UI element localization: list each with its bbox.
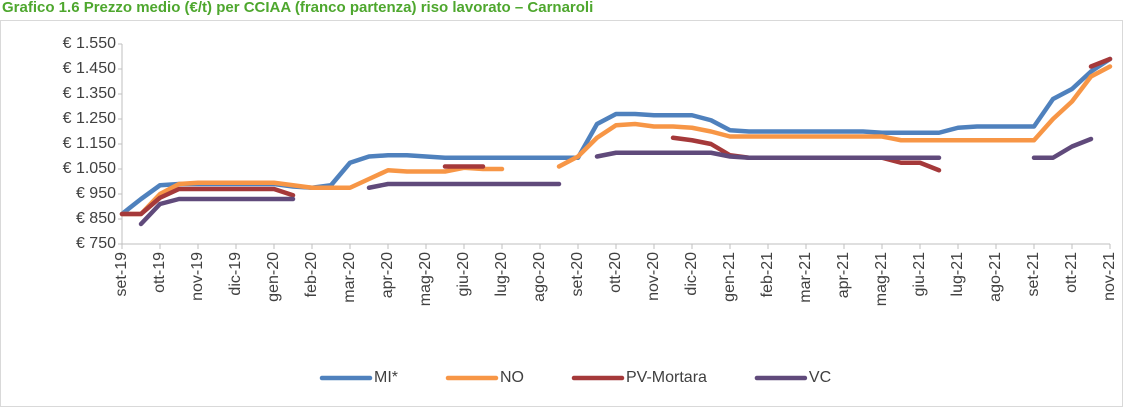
x-tick-label: mag-20 (417, 252, 434, 306)
y-tick-label: € 750 (76, 235, 116, 252)
x-tick-label: set-19 (113, 252, 130, 297)
legend-label: PV-Mortara (626, 369, 707, 386)
chart-border (0, 20, 1123, 407)
chart-title: Grafico 1.6 Prezzo medio (€/t) per CCIAA… (2, 0, 593, 16)
x-tick-label: gen-20 (265, 252, 282, 302)
y-tick-label: € 1.350 (63, 85, 116, 102)
legend-label: NO (500, 369, 524, 386)
x-tick-label: ott-20 (607, 252, 624, 293)
x-tick-label: nov-21 (1101, 252, 1118, 301)
x-tick-label: mag-21 (873, 252, 890, 306)
y-tick-label: € 850 (76, 210, 116, 227)
legend-label: MI* (374, 369, 398, 386)
y-tick-label: € 1.250 (63, 110, 116, 127)
x-tick-label: lug-20 (493, 252, 510, 297)
x-tick-label: feb-20 (303, 252, 320, 297)
x-tick-label: ago-20 (531, 252, 548, 302)
x-tick-label: lug-21 (949, 252, 966, 297)
x-tick-label: set-20 (569, 252, 586, 297)
y-tick-label: € 950 (76, 185, 116, 202)
x-tick-label: giu-21 (911, 252, 928, 297)
x-tick-label: dic-19 (227, 252, 244, 296)
y-tick-label: € 1.450 (63, 60, 116, 77)
x-tick-label: giu-20 (455, 252, 472, 297)
x-tick-label: dic-20 (683, 252, 700, 296)
legend-label: VC (809, 369, 831, 386)
x-tick-label: ott-19 (151, 252, 168, 293)
y-tick-label: € 1.050 (63, 160, 116, 177)
series-line (119, 56, 1113, 217)
x-tick-label: nov-19 (189, 252, 206, 301)
x-tick-label: mar-21 (797, 252, 814, 303)
x-tick-label: set-21 (1025, 252, 1042, 297)
x-tick-label: nov-20 (645, 252, 662, 301)
y-tick-label: € 1.550 (63, 35, 116, 52)
y-tick-label: € 1.150 (63, 135, 116, 152)
x-tick-label: feb-21 (759, 252, 776, 297)
x-tick-label: apr-20 (379, 252, 396, 298)
x-tick-label: ott-21 (1063, 252, 1080, 293)
series-line (138, 136, 1094, 227)
x-tick-label: ago-21 (987, 252, 1004, 302)
x-tick-label: apr-21 (835, 252, 852, 298)
x-tick-label: mar-20 (341, 252, 358, 303)
series-line (119, 64, 1113, 217)
x-tick-label: gen-21 (721, 252, 738, 302)
